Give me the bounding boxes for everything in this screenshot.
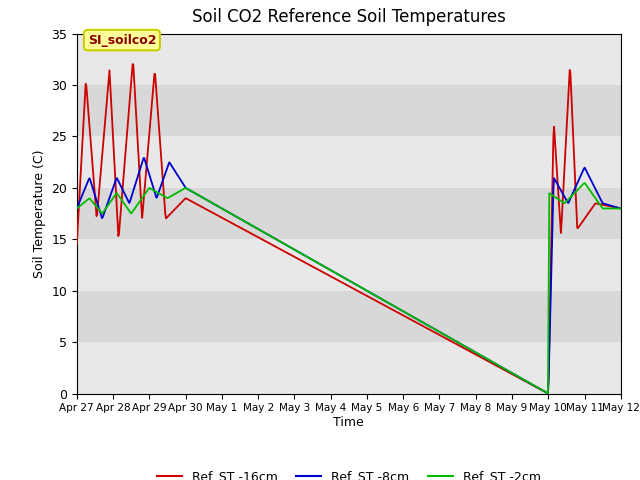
Ref_ST -16cm bbox=[404, 315, 412, 321]
Ref_ST -8cm bbox=[140, 155, 148, 161]
Line: Ref_ST -8cm: Ref_ST -8cm bbox=[77, 158, 621, 394]
Ref_ST -2cm bbox=[403, 311, 411, 316]
Ref_ST -16cm bbox=[106, 80, 114, 86]
Ref_ST -16cm bbox=[420, 324, 428, 330]
Bar bbox=[77, 136, 621, 188]
Line: Ref_ST -16cm: Ref_ST -16cm bbox=[77, 64, 621, 394]
Ref_ST -2cm bbox=[617, 205, 625, 211]
Legend: Ref_ST -16cm, Ref_ST -8cm, Ref_ST -2cm: Ref_ST -16cm, Ref_ST -8cm, Ref_ST -2cm bbox=[152, 465, 546, 480]
Line: Ref_ST -2cm: Ref_ST -2cm bbox=[77, 183, 621, 394]
Ref_ST -2cm bbox=[419, 320, 427, 325]
Ref_ST -8cm bbox=[617, 205, 625, 211]
Ref_ST -16cm bbox=[544, 391, 552, 396]
Ref_ST -2cm bbox=[541, 389, 549, 395]
Ref_ST -2cm bbox=[581, 180, 589, 186]
Y-axis label: Soil Temperature (C): Soil Temperature (C) bbox=[33, 149, 45, 278]
Ref_ST -2cm bbox=[544, 391, 552, 396]
Ref_ST -16cm bbox=[129, 61, 136, 67]
Ref_ST -8cm bbox=[73, 205, 81, 211]
Ref_ST -2cm bbox=[106, 199, 114, 205]
X-axis label: Time: Time bbox=[333, 416, 364, 429]
Bar bbox=[77, 291, 621, 342]
Ref_ST -8cm bbox=[106, 193, 114, 199]
Ref_ST -8cm bbox=[420, 320, 428, 326]
Ref_ST -16cm bbox=[617, 205, 625, 211]
Ref_ST -16cm bbox=[486, 360, 494, 365]
Bar bbox=[77, 240, 621, 291]
Bar bbox=[77, 85, 621, 136]
Ref_ST -8cm bbox=[544, 391, 552, 396]
Ref_ST -2cm bbox=[486, 357, 493, 363]
Ref_ST -8cm bbox=[390, 303, 397, 309]
Ref_ST -16cm bbox=[542, 389, 550, 395]
Ref_ST -2cm bbox=[73, 205, 81, 211]
Text: SI_soilco2: SI_soilco2 bbox=[88, 34, 156, 47]
Ref_ST -16cm bbox=[73, 241, 81, 247]
Ref_ST -8cm bbox=[542, 389, 550, 395]
Title: Soil CO2 Reference Soil Temperatures: Soil CO2 Reference Soil Temperatures bbox=[192, 9, 506, 26]
Bar bbox=[77, 34, 621, 85]
Ref_ST -2cm bbox=[389, 302, 397, 308]
Bar bbox=[77, 342, 621, 394]
Ref_ST -8cm bbox=[486, 358, 494, 363]
Bar bbox=[77, 188, 621, 240]
Ref_ST -16cm bbox=[390, 307, 397, 313]
Ref_ST -8cm bbox=[404, 311, 412, 317]
